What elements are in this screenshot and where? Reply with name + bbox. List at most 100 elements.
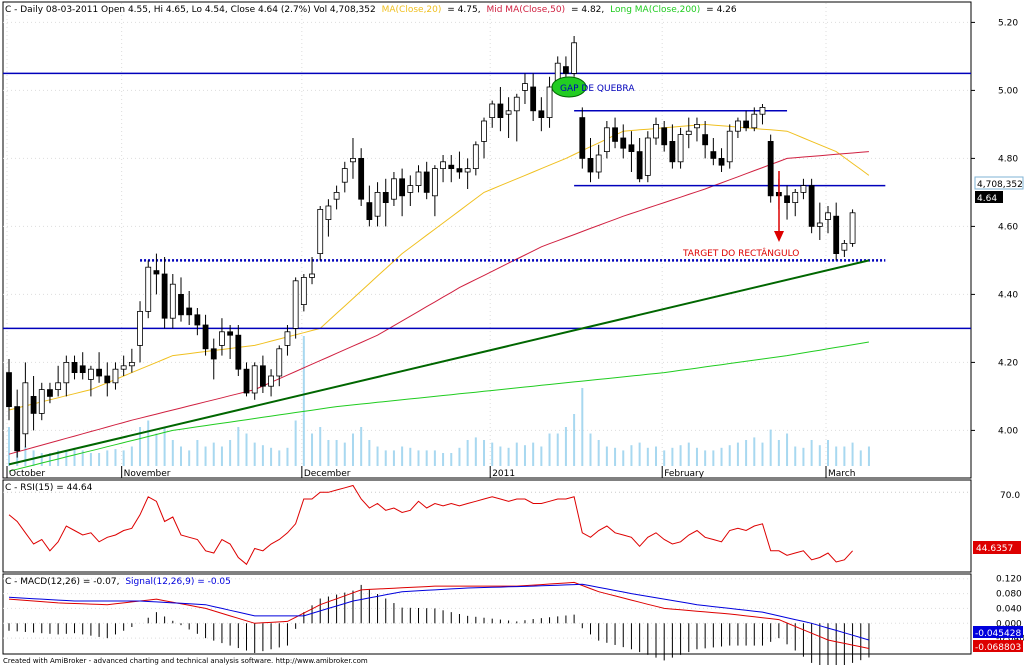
volume-bar	[98, 453, 101, 466]
candle-body	[587, 157, 594, 173]
volume-bar	[24, 446, 27, 466]
volume-bar	[8, 427, 10, 466]
volume-bar	[761, 442, 764, 466]
volume-bar	[450, 453, 453, 466]
volume-bar	[319, 427, 322, 466]
candle-body	[71, 361, 78, 373]
candle-body	[849, 212, 856, 244]
candle-body	[669, 140, 676, 163]
candle-body	[612, 127, 618, 142]
volume-bar	[655, 446, 658, 466]
volume-bar	[728, 445, 731, 466]
candle-body	[685, 130, 692, 135]
volume-bar	[802, 447, 805, 466]
volume-bar	[589, 433, 592, 466]
volume-bar	[810, 440, 813, 466]
volume-bar	[409, 447, 412, 466]
candle-body	[30, 395, 37, 414]
candle-body	[178, 293, 184, 316]
candle-body	[169, 283, 176, 319]
candle-body	[571, 42, 578, 74]
candle-body	[341, 168, 348, 183]
candle-body	[251, 365, 258, 394]
volume-bar	[220, 446, 223, 466]
close-readout-box	[975, 191, 1003, 203]
candle-body	[735, 120, 741, 132]
volume-bar	[171, 440, 174, 466]
candle-body	[112, 368, 119, 384]
candle-body	[644, 137, 651, 176]
candle-body	[88, 368, 94, 380]
volume-bar	[384, 450, 387, 466]
candle-body	[227, 331, 234, 336]
volume-bar	[376, 446, 379, 466]
candle-body	[358, 157, 365, 200]
volume-bar	[474, 437, 477, 466]
volume-bar	[630, 445, 633, 466]
ma200-value: = 4.26	[706, 5, 737, 15]
candle-body	[325, 205, 332, 221]
volume-bar	[581, 388, 584, 466]
volume-bar	[745, 440, 748, 466]
volume-readout: 4,708,352	[977, 180, 1023, 190]
volume-bar	[442, 453, 445, 466]
volume-bar	[786, 433, 789, 466]
macd-tick-label: 0.120	[996, 575, 1022, 585]
volume-bar	[720, 447, 723, 466]
candle-body	[38, 389, 45, 414]
volume-bar	[40, 453, 43, 466]
volume-bar	[753, 437, 756, 466]
moving-averages-layer	[8, 123, 870, 472]
candle-body	[317, 208, 324, 254]
candle-body	[538, 110, 545, 119]
volume-bar	[163, 427, 166, 466]
volume-bar	[351, 433, 354, 466]
ma200-label: Long MA(Close,200)	[610, 5, 700, 15]
candle-body	[759, 107, 766, 115]
volume-bar	[48, 453, 51, 466]
ma20-label: MA(Close,20)	[382, 5, 442, 15]
volume-bar	[139, 427, 142, 466]
candle-body	[292, 280, 299, 329]
candle-body	[333, 191, 340, 200]
signal-line	[8, 583, 870, 641]
axis-layer: 5.20 5.00 4.80 4.60 4.40 4.20 4.00 October Novem…	[6, 18, 1024, 644]
volume-bar	[401, 446, 404, 466]
candle-body	[300, 276, 307, 305]
header-legend: C - Daily 08-03-2011 Open 4.55, Hi 4.65,…	[5, 5, 737, 15]
price-tick-label: 5.00	[998, 86, 1018, 96]
volume-bar	[155, 433, 158, 466]
volume-bar	[196, 440, 199, 466]
target-arrow-head	[774, 231, 784, 242]
price-tick-label: 5.20	[998, 18, 1018, 28]
candle-body	[350, 157, 356, 163]
indicators-layer	[8, 484, 870, 665]
volume-bar	[556, 433, 559, 466]
candle-body	[284, 331, 291, 346]
header-prefix: C - Daily 08-03-2011 Open 4.55, Hi 4.65,…	[5, 5, 376, 15]
volume-bar	[573, 414, 576, 466]
volume-bar	[597, 440, 600, 466]
volume-bar	[229, 440, 232, 466]
volume-bar	[270, 447, 273, 466]
volume-bar	[835, 446, 838, 466]
rsi-readout-box	[973, 541, 1021, 554]
candle-body	[137, 310, 143, 346]
volume-bar	[65, 450, 68, 466]
candle-body	[816, 222, 823, 227]
volume-bar	[818, 445, 821, 466]
volume-bar	[638, 442, 641, 466]
volume-bar	[294, 420, 297, 466]
volume-bar	[327, 440, 330, 466]
candle-body	[726, 130, 733, 163]
candle-body	[79, 365, 86, 373]
candle-body	[96, 368, 102, 377]
gap-annotation: GAP DE QUEBRA	[560, 84, 635, 94]
footer-credit: Created with AmiBroker - advanced charti…	[3, 657, 368, 665]
volume-bar	[278, 450, 281, 466]
rsi-line	[8, 484, 853, 566]
candle-body	[808, 185, 815, 227]
gap-highlight-ellipse	[551, 76, 587, 98]
candle-body	[653, 124, 659, 139]
